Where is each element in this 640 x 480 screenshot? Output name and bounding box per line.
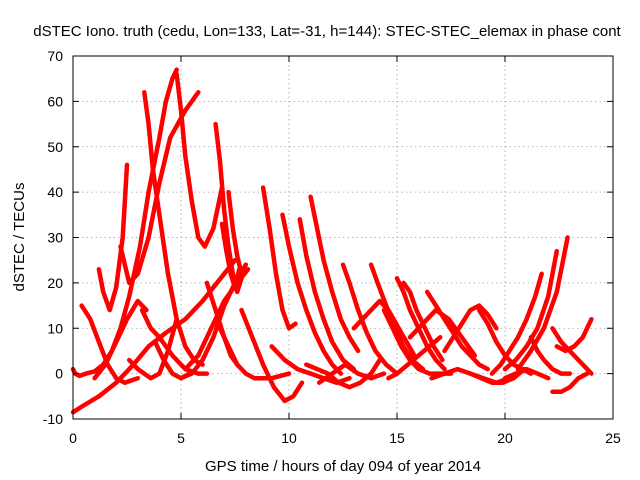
series-pass-01: [70, 366, 89, 379]
chart-title: dSTEC Iono. truth (cedu, Lon=133, Lat=-3…: [33, 23, 621, 40]
y-tick-label: 70: [47, 48, 63, 64]
series-pass-15: [213, 121, 244, 295]
y-tick-label: 10: [47, 320, 63, 336]
series-pass-28: [340, 262, 400, 376]
tick-layer: 0 5 10 15 20 25 -10 0 10 20 30 40 50 60 70: [43, 48, 621, 446]
series-pass-38: [442, 303, 499, 354]
y-tick-label: 30: [47, 230, 63, 246]
y-tick-label: 40: [47, 184, 63, 200]
x-tick-label: 25: [605, 430, 621, 446]
series-pass-27: [304, 357, 382, 390]
series-pass-10: [139, 307, 210, 376]
series-pass-24: [297, 217, 357, 372]
series-pass-46: [550, 326, 594, 376]
series-pass-36: [407, 307, 478, 358]
series-layer: [70, 67, 594, 415]
series-pass-05: [96, 162, 130, 313]
series-pass-33: [401, 280, 445, 363]
series-pass-35: [424, 289, 490, 372]
x-tick-label: 15: [389, 430, 405, 446]
series-pass-45: [528, 335, 573, 376]
series-pass-34: [386, 335, 443, 381]
y-tick-label: 50: [47, 139, 63, 155]
series-pass-43: [515, 235, 570, 372]
series-pass-47: [550, 371, 590, 395]
series-pass-25: [308, 194, 361, 354]
series-pass-06: [92, 298, 149, 381]
series-pass-07: [118, 90, 201, 286]
series-pass-19: [217, 326, 292, 381]
x-axis-label: GPS time / hours of day 094 of year 2014: [205, 458, 481, 475]
series-pass-41: [489, 271, 544, 376]
series-pass-18: [226, 189, 249, 277]
y-tick-label: 60: [47, 93, 63, 109]
series-pass-23: [280, 212, 344, 376]
x-tick-label: 0: [69, 430, 77, 446]
series-pass-17: [219, 221, 242, 290]
x-tick-label: 20: [497, 430, 513, 446]
x-tick-label: 10: [281, 430, 297, 446]
y-tick-label: 0: [55, 366, 63, 382]
series-pass-40: [468, 366, 527, 385]
series-pass-29: [351, 298, 417, 358]
series-pass-44: [502, 366, 551, 381]
y-tick-label: -10: [43, 411, 63, 427]
series-pass-20: [260, 185, 298, 331]
y-axis-label: dSTEC / TECUs: [11, 183, 28, 292]
series-pass-12: [174, 71, 225, 249]
series-pass-22: [239, 307, 305, 404]
series-pass-09: [142, 90, 205, 367]
series-pass-02: [70, 257, 238, 415]
series-pass-48: [554, 316, 594, 354]
y-tick-label: 20: [47, 275, 63, 291]
x-tick-label: 5: [177, 430, 185, 446]
